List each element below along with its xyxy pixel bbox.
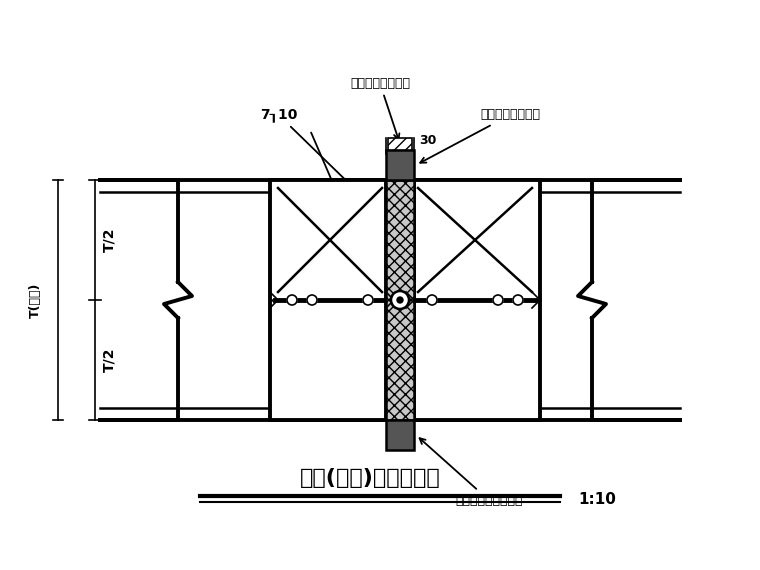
- Circle shape: [391, 291, 409, 309]
- Circle shape: [397, 297, 403, 303]
- Text: 双组份聚硫密封胶: 双组份聚硫密封胶: [420, 108, 540, 163]
- Text: T/2: T/2: [102, 228, 116, 253]
- Circle shape: [363, 295, 373, 305]
- Circle shape: [307, 295, 317, 305]
- Text: 1:10: 1:10: [578, 491, 616, 507]
- Circle shape: [287, 295, 297, 305]
- Text: 30: 30: [419, 134, 436, 147]
- Bar: [386, 180, 414, 420]
- Bar: [386, 420, 414, 450]
- Text: 聚乙烯发泡填缝板: 聚乙烯发泡填缝板: [350, 77, 410, 140]
- Circle shape: [427, 295, 437, 305]
- Circle shape: [513, 295, 523, 305]
- Bar: [388, 138, 412, 150]
- Text: 底板(顶板)变形缝详图: 底板(顶板)变形缝详图: [299, 468, 440, 488]
- Bar: [414, 180, 540, 420]
- Bar: [386, 150, 414, 180]
- Text: T(板厚): T(板厚): [29, 282, 42, 317]
- Text: φ8@200: φ8@200: [275, 383, 338, 397]
- Text: 底板时该处无密封胶: 底板时该处无密封胶: [420, 438, 523, 507]
- Text: T/2: T/2: [102, 348, 116, 372]
- Text: 7┒10: 7┒10: [260, 108, 357, 192]
- Bar: [270, 180, 386, 420]
- Circle shape: [493, 295, 503, 305]
